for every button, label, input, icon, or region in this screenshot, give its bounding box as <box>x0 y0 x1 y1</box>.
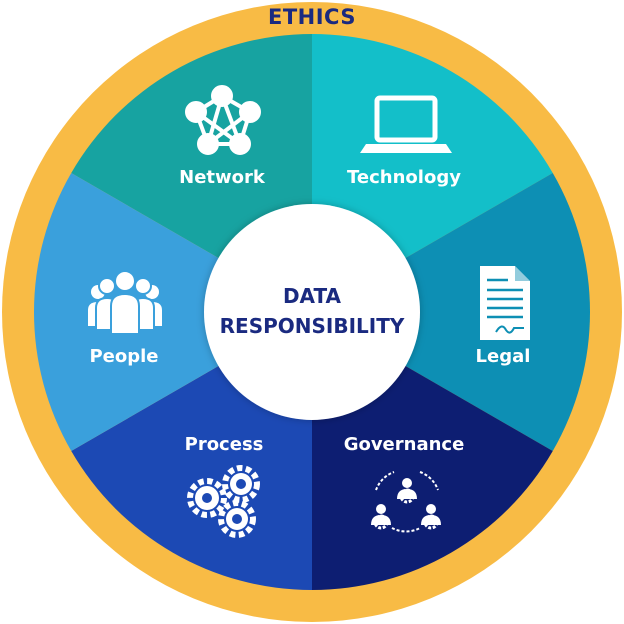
people-label: People <box>89 346 158 367</box>
governance-icon <box>371 471 441 533</box>
governance-label: Governance <box>344 434 465 455</box>
center-title-line1: DATA <box>283 284 342 308</box>
technology-label: Technology <box>347 167 461 188</box>
laptop-icon <box>360 95 452 153</box>
people-icon <box>88 270 162 335</box>
segment-legal <box>312 173 591 451</box>
process-label: Process <box>185 434 264 455</box>
gears-icon <box>187 465 260 538</box>
center-circle <box>204 204 420 420</box>
document-icon <box>480 266 530 340</box>
network-label: Network <box>179 167 266 188</box>
ethics-label: ETHICS <box>268 5 356 29</box>
legal-label: Legal <box>476 346 531 367</box>
center-title-line2: RESPONSIBILITY <box>220 314 405 338</box>
network-icon <box>185 85 261 155</box>
segment-people <box>33 173 313 451</box>
